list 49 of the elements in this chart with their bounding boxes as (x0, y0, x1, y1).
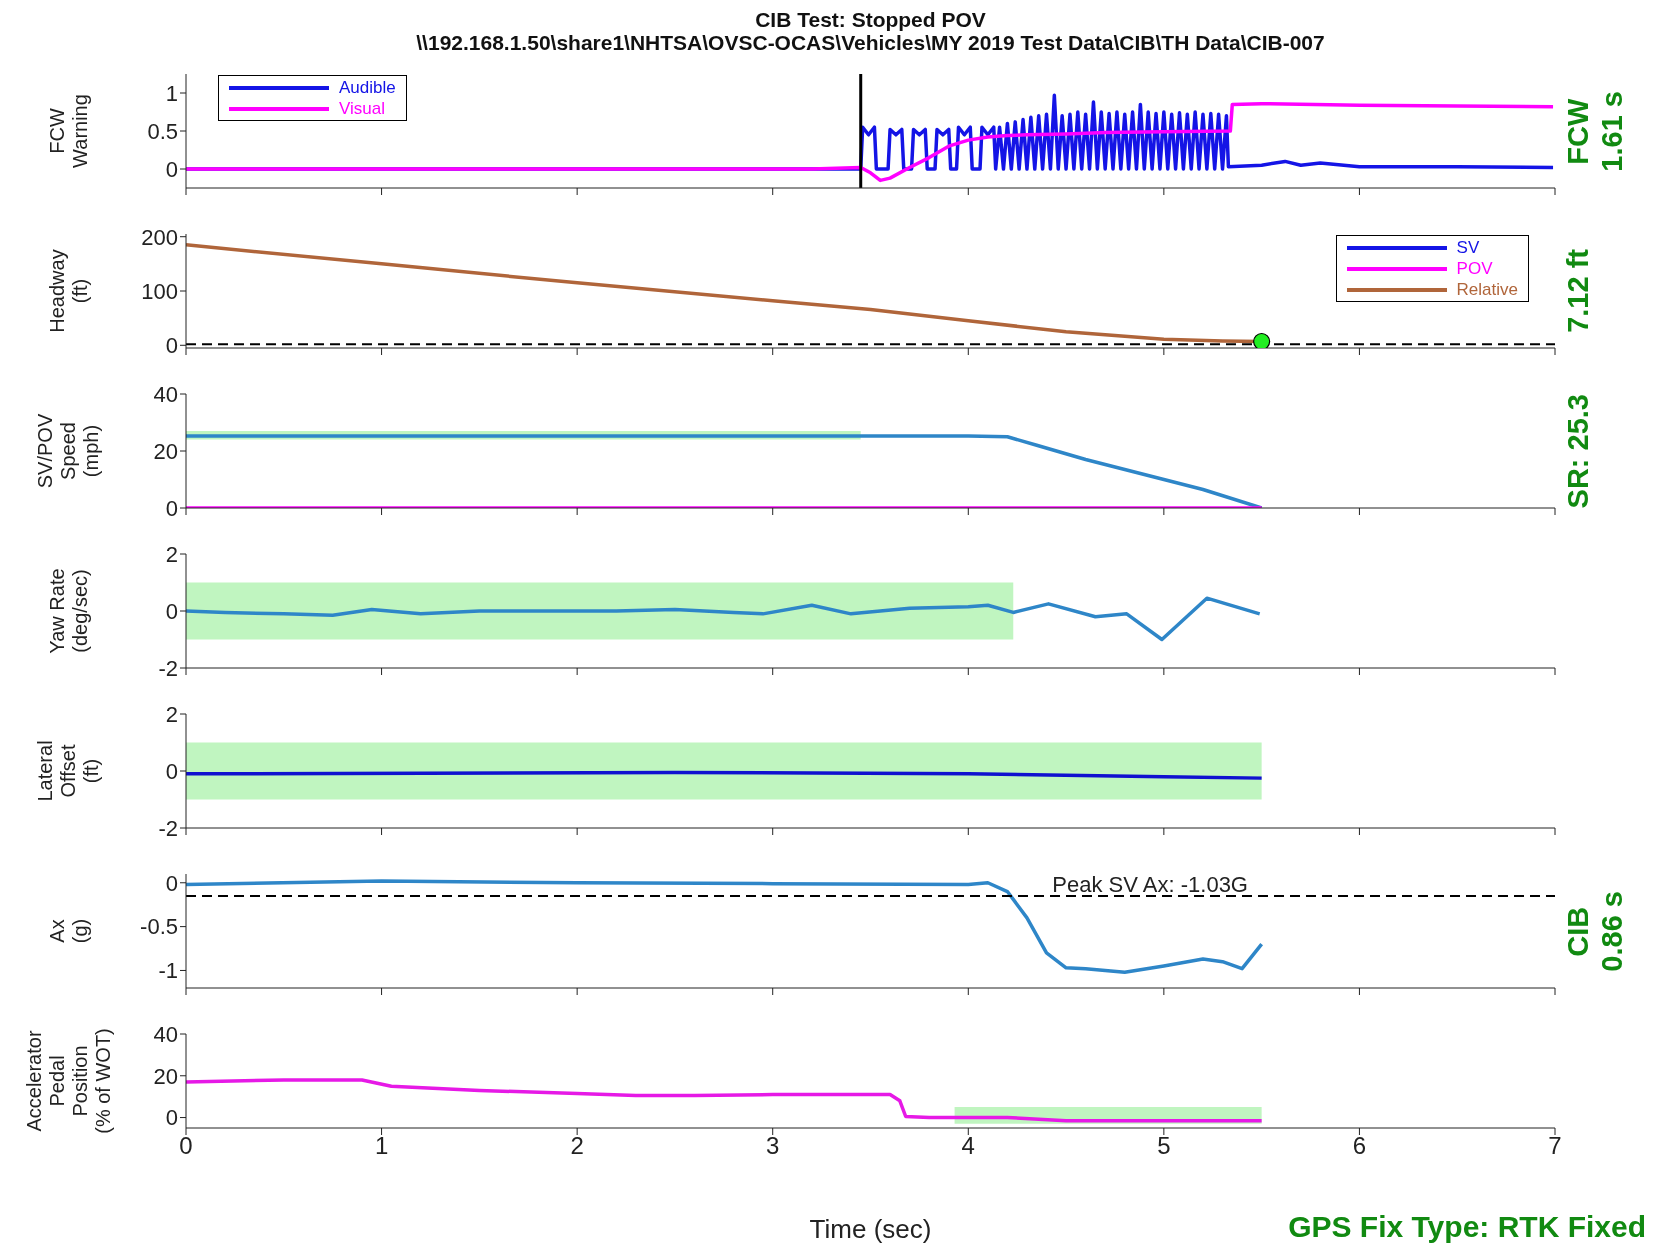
y-axis-title: Ax (g) (45, 918, 91, 944)
chart-subtitle: \\192.168.1.50\share1\NHTSA\OVSC-OCAS\Vehicles\MY 2019 Test Data\CIB\TH Data\CIB-007 (415, 31, 1326, 54)
y-tick-label: -0.5 (140, 914, 178, 940)
legend-label: POV (1456, 258, 1493, 279)
text: GPS Fix Type: RTK Fixed (1288, 1210, 1646, 1244)
y-tick-label: 20 (153, 438, 178, 464)
text: SR: 25.3 (1561, 393, 1595, 509)
chart-title: CIB Test: Stopped POV (754, 8, 987, 31)
y-tick-label: 40 (153, 1021, 178, 1047)
y-tick-label: -1 (158, 958, 178, 984)
y-tick-label: 0.5 (147, 118, 178, 144)
y-tick-label: 20 (153, 1063, 178, 1089)
x-tick-label: 7 (1548, 1132, 1562, 1160)
y-tick-label: 2 (165, 541, 178, 567)
y-tick-label: 0 (165, 1105, 178, 1131)
legend-label: SV (1456, 237, 1480, 258)
y-tick-label: 0 (165, 598, 178, 624)
y-tick-label: 0 (165, 156, 178, 182)
text: CIB 0.86 s (1561, 890, 1629, 972)
y-tick-label: 100 (141, 278, 178, 304)
y-axis-title: Yaw Rate (deg/sec) (45, 568, 91, 654)
y-tick-label: 40 (153, 381, 178, 407)
x-tick-label: 5 (1157, 1132, 1171, 1160)
y-axis-title: Accelerator Pedal Position (% of WOT) (22, 1028, 114, 1134)
y-tick-label: 1 (165, 80, 178, 106)
annotation: Peak SV Ax: -1.03G (1052, 871, 1248, 897)
text: Relative (1456, 279, 1518, 300)
x-tick-label: 2 (570, 1132, 584, 1160)
text: 7.12 ft (1561, 249, 1595, 333)
x-axis-title: Time (sec) (809, 1214, 932, 1244)
y-tick-label: 200 (141, 224, 178, 250)
x-tick-label: 6 (1352, 1132, 1367, 1160)
text: FCW 1.61 s (1561, 90, 1629, 172)
text: Visual (339, 98, 385, 119)
y-tick-label: -2 (158, 655, 178, 681)
y-axis-title: Lateral Offset (ft) (34, 740, 102, 802)
text: Audible (339, 77, 396, 98)
y-tick-label: 0 (165, 333, 178, 359)
y-tick-label: 2 (165, 701, 178, 727)
x-tick-label: 1 (374, 1132, 389, 1160)
y-axis-title: FCW Warning (45, 94, 91, 168)
y-tick-label: 0 (165, 870, 178, 896)
y-tick-label: 0 (165, 495, 178, 521)
y-tick-label: 0 (165, 758, 178, 784)
y-axis-title: SV/POV Speed (mph) (34, 413, 102, 489)
y-axis-title: Headway (ft) (45, 249, 91, 333)
y-tick-label: -2 (158, 815, 178, 841)
x-tick-label: 4 (961, 1132, 975, 1160)
x-tick-label: 3 (766, 1132, 780, 1160)
